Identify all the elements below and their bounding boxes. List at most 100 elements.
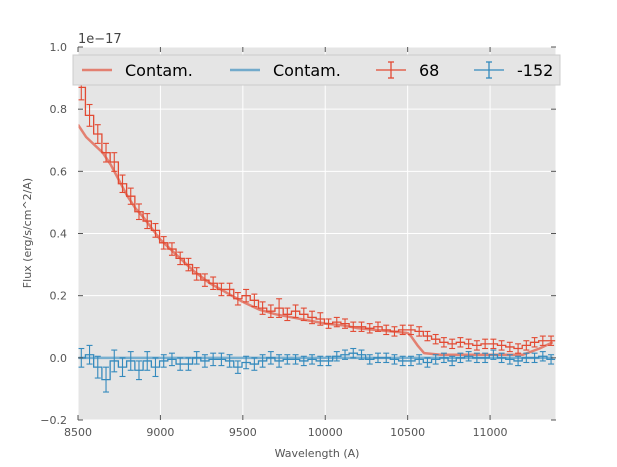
errorbar [103,142,110,163]
errorbar [103,366,110,393]
errorbar [193,267,200,281]
errorbar [317,312,324,326]
errorbar [342,318,349,329]
errorbar [218,352,225,367]
x-tick-label: 10000 [308,426,343,439]
errorbar [276,354,283,368]
errorbar [284,307,291,322]
errorbar [374,321,381,332]
errorbar [226,282,233,297]
errorbar [193,351,200,365]
errorbar [168,242,175,256]
errorbar [399,324,406,336]
errorbar [267,304,274,318]
errorbar [523,340,530,351]
errorbar [234,292,241,306]
errorbar [498,340,505,351]
errorbar [416,354,423,365]
legend-label: 68 [419,61,439,80]
errorbar [449,338,456,350]
errorbar [201,273,208,287]
errorbar [325,318,332,329]
errorbar [210,276,217,291]
errorbar [391,354,398,365]
errorbar [210,352,217,367]
errorbar [457,352,464,364]
errorbar [317,355,324,367]
errorbar [424,357,431,368]
errorbar [144,351,151,371]
errorbar [465,351,472,362]
errorbar [407,355,414,367]
errorbar [243,288,250,303]
errorbar [482,352,489,364]
errorbar [309,310,316,325]
errorbar [531,352,538,364]
errorbar [350,347,357,359]
errorbar [185,257,192,272]
y-tick-label: 0.8 [50,103,68,116]
errorbar [432,333,439,345]
errorbar [86,103,93,127]
errorbar [177,251,184,266]
x-axis-label: Wavelength (A) [275,447,360,460]
x-tick-label: 9500 [229,426,257,439]
errorbar [490,349,497,360]
errorbar [407,324,414,336]
errorbar [515,355,522,367]
errorbar [366,354,373,365]
errorbar [251,293,258,308]
errorbar [539,335,546,346]
errorbar [383,352,390,364]
errorbar [119,174,126,194]
legend-item: Contam. [82,61,193,80]
x-tick-label: 11000 [473,426,508,439]
errorbar [432,354,439,365]
errorbar [119,357,126,378]
errorbar [449,355,456,367]
errorbar [358,349,365,360]
errorbar [325,355,332,367]
errorbar [440,352,447,364]
errorbar [482,338,489,350]
errorbar [267,351,274,365]
errorbar [342,349,349,360]
errorbar [152,357,159,378]
errorbar [201,354,208,368]
legend-label: -152 [517,61,553,80]
errorbar [259,301,266,315]
errorbar [259,354,266,368]
errorbar [243,355,250,370]
errorbar [276,298,283,318]
errorbar [127,187,134,205]
errorbar [399,355,406,367]
series-68-2 [78,74,556,354]
legend-label: Contam. [273,61,341,80]
errorbar [111,349,118,373]
errorbar [292,304,299,318]
errorbar [234,360,241,374]
errorbar [465,338,472,350]
errorbar [548,335,555,346]
errorbar [333,316,340,328]
y-tick-label: 0.0 [50,352,68,365]
errorbar [383,324,390,336]
errorbar [531,337,538,348]
series-layer [77,46,557,421]
legend-item: -152 [474,61,553,80]
y-tick-label: 0.4 [50,228,68,241]
errorbar [111,152,118,172]
x-axis-ticks: 8500 9000 9500 10000 10500 11000 [64,47,508,439]
errorbar [366,323,373,334]
errorbar [127,351,134,371]
errorbar [94,124,101,144]
errorbar [523,352,530,364]
errorbar [94,355,101,379]
x-tick-label: 10500 [390,426,425,439]
y-tick-label: 1.0 [50,41,68,54]
errorbar [226,354,233,368]
errorbar [160,236,167,250]
errorbar [350,321,357,332]
errorbar [515,343,522,354]
